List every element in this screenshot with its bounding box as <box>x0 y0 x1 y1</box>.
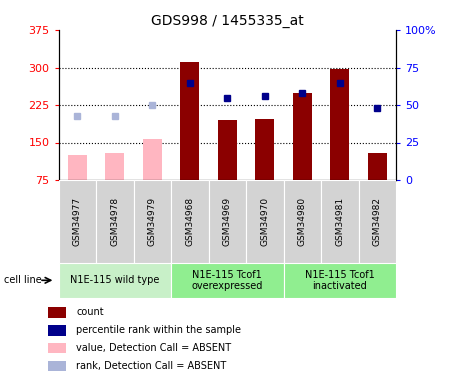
Text: percentile rank within the sample: percentile rank within the sample <box>76 325 241 335</box>
Bar <box>171 180 208 262</box>
Bar <box>330 69 349 180</box>
Text: GSM34977: GSM34977 <box>73 196 82 246</box>
Text: GSM34970: GSM34970 <box>260 196 269 246</box>
Bar <box>293 93 311 180</box>
Text: cell line: cell line <box>4 275 42 285</box>
Text: N1E-115 wild type: N1E-115 wild type <box>70 275 159 285</box>
Bar <box>143 138 162 180</box>
Bar <box>246 180 284 262</box>
Text: GSM34979: GSM34979 <box>148 196 157 246</box>
Bar <box>134 180 171 262</box>
Bar <box>180 62 199 180</box>
Bar <box>58 262 171 298</box>
Bar <box>256 118 274 180</box>
Text: GSM34978: GSM34978 <box>110 196 119 246</box>
Bar <box>48 343 66 354</box>
Bar <box>218 120 237 180</box>
Bar <box>284 262 396 298</box>
Text: N1E-115 Tcof1
inactivated: N1E-115 Tcof1 inactivated <box>305 270 374 291</box>
Bar <box>48 325 66 336</box>
Text: GSM34981: GSM34981 <box>335 196 344 246</box>
Text: GSM34969: GSM34969 <box>223 196 232 246</box>
Bar <box>208 180 246 262</box>
Bar <box>48 361 66 371</box>
Bar <box>58 180 96 262</box>
Text: GSM34982: GSM34982 <box>373 197 382 246</box>
Bar <box>48 307 66 318</box>
Text: rank, Detection Call = ABSENT: rank, Detection Call = ABSENT <box>76 361 226 371</box>
Text: GSM34980: GSM34980 <box>298 196 307 246</box>
Bar <box>359 180 396 262</box>
Text: GSM34968: GSM34968 <box>185 196 194 246</box>
Bar <box>171 262 284 298</box>
Title: GDS998 / 1455335_at: GDS998 / 1455335_at <box>151 13 304 28</box>
Bar <box>68 155 86 180</box>
Text: N1E-115 Tcof1
overexpressed: N1E-115 Tcof1 overexpressed <box>192 270 263 291</box>
Bar <box>96 180 134 262</box>
Bar <box>284 180 321 262</box>
Text: count: count <box>76 307 104 317</box>
Bar <box>105 153 124 180</box>
Text: value, Detection Call = ABSENT: value, Detection Call = ABSENT <box>76 343 231 353</box>
Bar <box>368 153 387 180</box>
Bar <box>321 180 359 262</box>
